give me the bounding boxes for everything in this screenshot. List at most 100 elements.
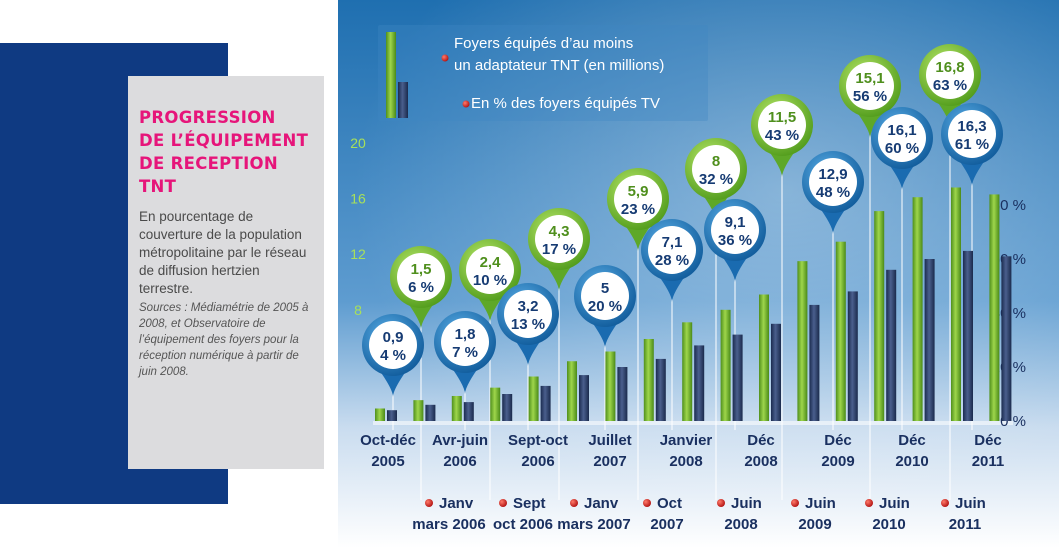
pin-value-millions: 5,9	[628, 183, 649, 200]
pin-face	[692, 145, 740, 193]
green-bar	[951, 187, 961, 421]
callout-pin: 1,87 %	[434, 311, 496, 394]
callout-pin: 9,136 %	[704, 199, 766, 282]
callout-pin: 520 %	[574, 265, 636, 348]
axis-label-bottom: Oct	[657, 495, 682, 512]
pin-value-percent: 23 %	[621, 201, 655, 218]
axis-label-bottom: Juin	[805, 495, 836, 512]
pin-value-millions: 4,3	[549, 223, 570, 240]
pin-value-percent: 56 %	[853, 88, 887, 105]
legend-swatch-navy	[398, 82, 408, 118]
pin-face	[926, 51, 974, 99]
pin-value-percent: 13 %	[511, 316, 545, 333]
axis-label-top: Sept-oct	[508, 432, 568, 449]
callout-pin: 0,94 %	[362, 314, 424, 397]
navy-bar	[617, 367, 628, 421]
green-bar	[375, 408, 385, 421]
pin-value-percent: 20 %	[588, 298, 622, 315]
left-axis-tick: 8	[354, 302, 362, 318]
green-bar	[451, 395, 462, 421]
axis-label-bottom: 2007	[650, 516, 683, 533]
navy-bar	[655, 358, 666, 421]
pin-value-millions: 11,5	[768, 109, 796, 126]
bottom-label-marker	[425, 499, 433, 507]
bottom-label-marker	[791, 499, 799, 507]
bottom-label-marker	[865, 499, 873, 507]
callout-pin: 5,923 %	[607, 168, 669, 251]
pin-face	[504, 290, 552, 338]
callout-pin: 12,948 %	[802, 151, 864, 234]
sidebar-title-line: PROGRESSION	[139, 108, 276, 127]
pin-value-percent: 28 %	[655, 252, 689, 269]
axis-label-bottom: Janv	[439, 495, 474, 512]
pin-face	[648, 226, 696, 274]
axis-label-top: Oct-déc	[360, 432, 416, 449]
green-bar	[989, 194, 1000, 421]
axis-label-bottom: 2008	[724, 516, 757, 533]
green-bar	[797, 261, 808, 421]
axis-label-top: Déc	[747, 432, 775, 449]
axis-label-top: 2005	[371, 453, 404, 470]
bottom-label-marker	[941, 499, 949, 507]
pin-value-percent: 6 %	[408, 279, 434, 296]
axis-label-top: 2006	[521, 453, 554, 470]
pin-value-millions: 16,1	[887, 122, 916, 139]
axis-label-top: 2009	[821, 453, 854, 470]
pin-value-millions: 0,9	[383, 329, 404, 346]
pin-value-millions: 5	[601, 280, 609, 297]
legend-marker	[462, 100, 470, 108]
green-bar	[682, 322, 693, 421]
pin-value-millions: 12,9	[818, 166, 847, 183]
navy-bar	[579, 375, 589, 421]
navy-bar	[732, 334, 743, 421]
chart-panel: Foyers équipés d’au moins un adaptateur T…	[338, 0, 1059, 548]
pin-value-percent: 63 %	[933, 77, 967, 94]
pin-value-percent: 17 %	[542, 241, 576, 258]
axis-label-bottom: Janv	[584, 495, 619, 512]
sidebar-title: PROGRESSION DE L’ÉQUIPEMENT DE RECEPTION…	[139, 106, 314, 198]
green-bar	[490, 387, 501, 421]
green-bar	[643, 338, 654, 421]
navy-bar	[694, 345, 705, 421]
pin-value-millions: 7,1	[662, 234, 683, 251]
green-bar	[874, 211, 885, 421]
pin-value-percent: 36 %	[718, 232, 752, 249]
pin-face	[614, 175, 662, 223]
axis-label-bottom: 2010	[872, 516, 905, 533]
axis-label-top: Déc	[898, 432, 926, 449]
axis-label-bottom: 2011	[949, 516, 982, 533]
callout-pin: 1,56 %	[390, 246, 452, 329]
pin-value-millions: 3,2	[518, 298, 539, 315]
legend-marker	[441, 54, 449, 62]
pin-face	[441, 318, 489, 366]
sidebar-title-line: TNT	[139, 177, 177, 196]
pin-value-percent: 7 %	[452, 344, 478, 361]
chart-svg: Foyers équipés d’au moins un adaptateur T…	[338, 0, 1059, 548]
navy-bar	[387, 410, 397, 421]
green-bar	[605, 351, 616, 421]
axis-label-top: 2008	[744, 453, 777, 470]
navy-bar	[809, 304, 820, 421]
axis-label-top: Avr-juin	[432, 432, 488, 449]
sidebar-card: PROGRESSION DE L’ÉQUIPEMENT DE RECEPTION…	[128, 76, 324, 469]
pin-value-millions: 16,8	[935, 59, 964, 76]
navy-bar	[924, 259, 935, 421]
green-bar	[567, 361, 577, 421]
sidebar-description: En pourcentage de couverture de la popul…	[139, 209, 307, 296]
pin-face	[948, 110, 996, 158]
axis-label-bottom: Juin	[955, 495, 986, 512]
pin-value-millions: 1,8	[455, 326, 476, 343]
green-bar	[912, 197, 923, 421]
axis-label-bottom: Juin	[879, 495, 910, 512]
bottom-label-marker	[499, 499, 507, 507]
left-axis-tick: 12	[350, 246, 366, 262]
axis-label-top: 2007	[593, 453, 626, 470]
pin-face	[711, 206, 759, 254]
pin-face	[397, 253, 445, 301]
navy-bar	[847, 291, 858, 421]
callout-pin: 16,863 %	[919, 44, 981, 127]
sidebar-sources: Sources : Médiamétrie de 2005 à 2008, et…	[139, 302, 309, 378]
navy-bar	[963, 250, 973, 421]
callout-pin: 16,160 %	[871, 107, 933, 190]
sidebar-title-line: DE L’ÉQUIPEMENT	[139, 131, 309, 150]
